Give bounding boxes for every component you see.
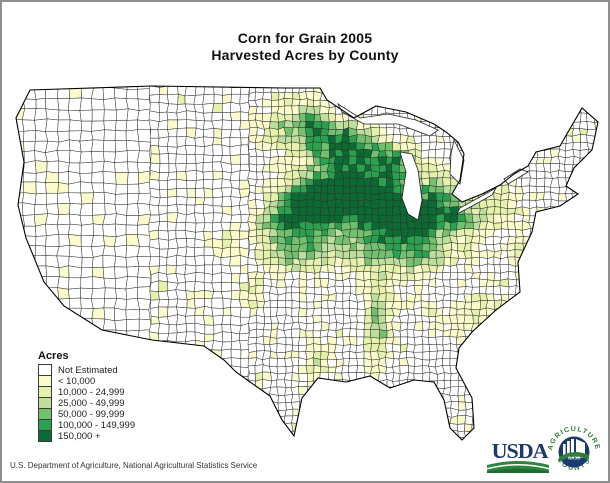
legend-title: Acres [38,350,69,362]
badge-swoosh-icon [559,451,589,462]
legend-label: 150,000 + [58,430,101,442]
lake-superior [336,102,439,137]
usda-logo: USDA [486,439,550,479]
legend-label: 25,000 - 49,999 [58,397,125,409]
lake-erie [456,186,498,215]
great-lakes [336,102,529,221]
legend-label: Not Estimated [58,364,118,376]
lake-ontario [503,168,529,185]
title-line-2: Harvested Acres by County [211,47,399,63]
legend-row: 25,000 - 49,999 [38,397,135,409]
legend-label: 10,000 - 24,999 [58,386,125,398]
map-legend: Acres Not Estimated < 10,000 10,000 - 24… [38,350,136,442]
legend-swatch-150000-plus [38,430,52,442]
nass-agriculture-counts-badge: AGRICULTURE COUNTS NASS [548,426,600,478]
legend-label: 50,000 - 99,999 [58,408,125,420]
title-line-1: Corn for Grain 2005 [237,30,373,46]
legend-label: 100,000 - 149,999 [58,419,136,431]
lake-huron [449,138,465,185]
legend-row: 10,000 - 24,999 [38,386,135,398]
legend-row: 50,000 - 99,999 [38,408,135,420]
legend-row: 150,000 + [38,430,135,442]
attribution-text: U.S. Department of Agriculture, National… [10,461,258,470]
usda-wordmark: USDA [491,439,549,463]
usda-swoosh-icon [487,461,549,473]
legend-row: 100,000 - 149,999 [38,419,135,431]
badge-nass-text: NASS [568,456,580,461]
lake-michigan [399,151,423,221]
legend-label: < 10,000 [58,375,96,387]
page-title: Corn for Grain 2005 Harvested Acres by C… [2,30,608,64]
